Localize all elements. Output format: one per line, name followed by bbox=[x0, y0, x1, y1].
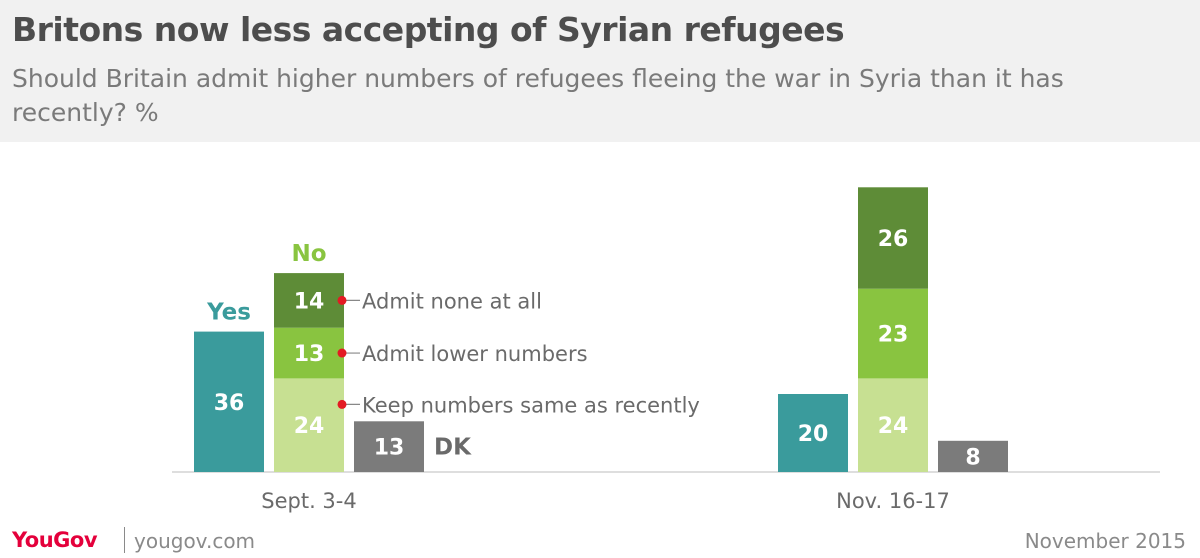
admit-lower-0-value-label: 13 bbox=[294, 342, 325, 367]
footer-divider bbox=[124, 527, 125, 553]
keep-same-0-value-label: 24 bbox=[294, 414, 325, 439]
footer-url: yougov.com bbox=[134, 529, 256, 553]
stacked-bar-chart: 36 24 13 14 13 Sept. 3-4 20 24 23 26 8 Nov. 16-17 Ye… bbox=[172, 187, 1160, 513]
annotation-marker-1 bbox=[337, 348, 347, 358]
yes-0-bar bbox=[194, 331, 264, 472]
header-band bbox=[0, 0, 1200, 142]
x-tick-label-1: Nov. 16-17 bbox=[836, 489, 950, 513]
yes-group-label: Yes bbox=[206, 300, 251, 326]
dk-0-bar bbox=[354, 421, 424, 472]
annotation-marker-2 bbox=[337, 399, 347, 409]
chart-subtitle: Should Britain admit higher numbers of r… bbox=[12, 64, 1064, 127]
dk-1-bar bbox=[938, 440, 1008, 472]
keep-same-1-value-label: 24 bbox=[878, 414, 909, 439]
annotation-marker-0 bbox=[337, 295, 347, 305]
admit-lower-0-bar bbox=[274, 327, 344, 379]
annotation-label-0: Admit none at all bbox=[362, 289, 542, 313]
dk-0-value-label: 13 bbox=[374, 436, 405, 461]
keep-same-1-bar bbox=[858, 378, 928, 472]
admit-none-1-value-label: 26 bbox=[878, 227, 909, 252]
dk-1-value-label: 8 bbox=[965, 445, 980, 470]
yes-1-bar bbox=[778, 394, 848, 472]
yougov-logo: YouGov bbox=[12, 528, 98, 552]
no-group-label: No bbox=[291, 241, 326, 267]
x-tick-label-0: Sept. 3-4 bbox=[261, 489, 356, 513]
admit-lower-1-bar bbox=[858, 288, 928, 379]
chart-title: Britons now less accepting of Syrian ref… bbox=[12, 10, 845, 49]
dk-group-label: DK bbox=[434, 435, 472, 461]
admit-none-0-value-label: 14 bbox=[294, 289, 325, 314]
annotation-label-1: Admit lower numbers bbox=[362, 342, 588, 366]
yes-0-value-label: 36 bbox=[214, 391, 245, 416]
admit-lower-1-value-label: 23 bbox=[878, 323, 909, 348]
keep-same-0-bar bbox=[274, 378, 344, 472]
footer-date: November 2015 bbox=[1024, 529, 1186, 553]
admit-none-1-bar bbox=[858, 187, 928, 289]
annotation-label-2: Keep numbers same as recently bbox=[362, 393, 700, 417]
admit-none-0-bar bbox=[274, 273, 344, 328]
yes-1-value-label: 20 bbox=[798, 422, 829, 447]
